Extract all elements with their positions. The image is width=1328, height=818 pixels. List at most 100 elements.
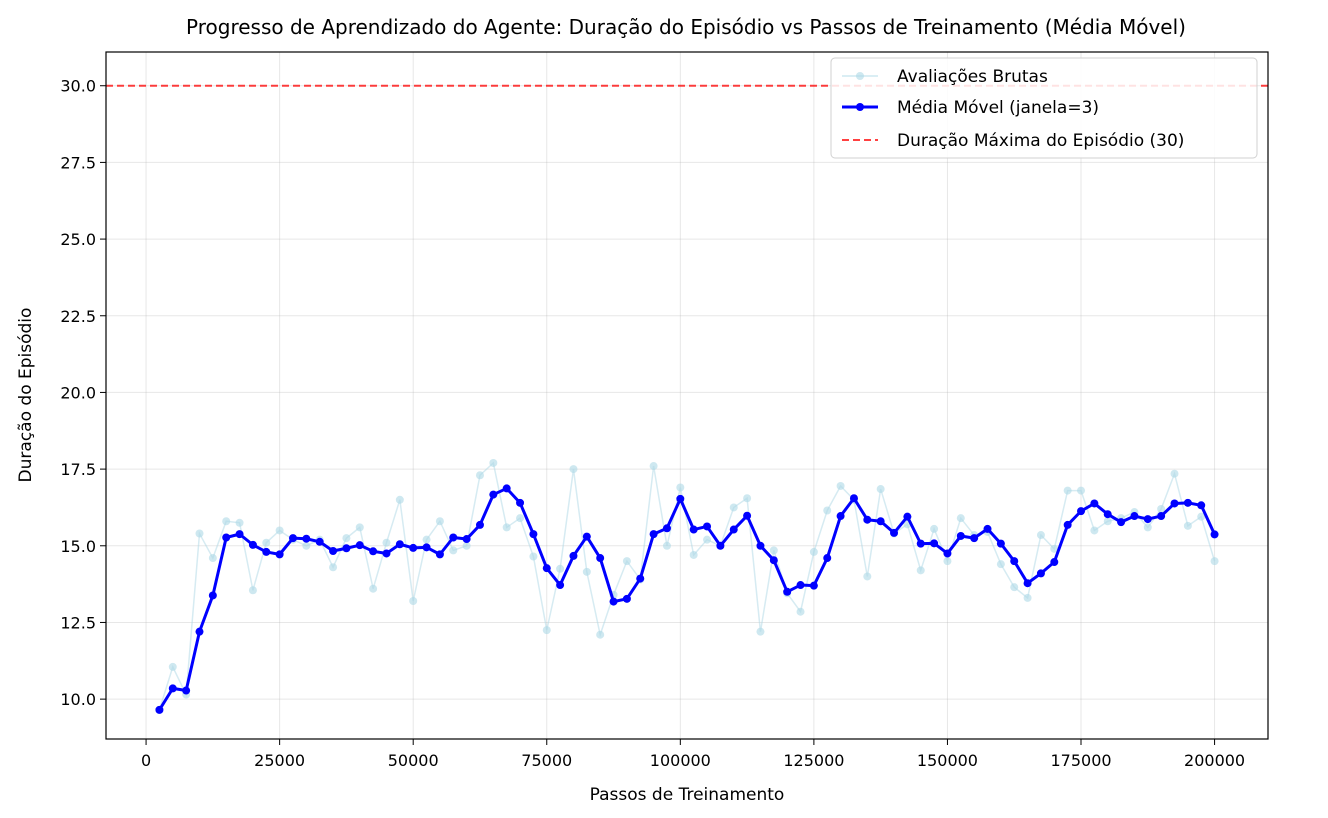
raw-evaluation-point — [382, 538, 391, 547]
moving-average-point — [863, 515, 872, 524]
raw-evaluation-point — [222, 517, 231, 526]
legend-ma-label: Média Móvel (janela=3) — [897, 98, 1099, 118]
raw-evaluation-point — [1077, 486, 1086, 495]
moving-average-point — [462, 535, 471, 544]
raw-evaluation-point — [1023, 593, 1032, 602]
x-tick-label: 175000 — [1050, 751, 1111, 770]
raw-evaluation-point — [275, 526, 284, 535]
moving-average-point — [516, 498, 525, 507]
series-layer — [155, 458, 1219, 714]
raw-evaluation-point — [756, 627, 765, 636]
x-tick-label: 0 — [141, 751, 151, 770]
raw-evaluation-point — [1063, 486, 1072, 495]
moving-average-point — [636, 574, 645, 583]
raw-evaluation-point — [1036, 531, 1045, 540]
x-tick-label: 200000 — [1184, 751, 1245, 770]
moving-average-point — [609, 597, 618, 606]
raw-evaluation-point — [1010, 583, 1019, 592]
y-tick-label: 30.0 — [60, 77, 96, 96]
moving-average-point — [890, 528, 899, 537]
y-axis-label: Duração do Episódio — [16, 308, 36, 483]
moving-average-point — [622, 594, 631, 603]
moving-average-point — [288, 534, 297, 543]
y-tick-label: 10.0 — [60, 690, 96, 709]
raw-evaluation-point — [596, 630, 605, 639]
moving-average-point — [1103, 510, 1112, 519]
raw-evaluation-point — [475, 471, 484, 480]
moving-average-point — [569, 551, 578, 560]
moving-average-point — [876, 517, 885, 526]
moving-average-point — [435, 550, 444, 559]
raw-evaluation-point — [1210, 557, 1219, 566]
moving-average-point — [489, 490, 498, 499]
raw-evaluation-point — [1197, 512, 1206, 521]
legend-box — [830, 57, 1258, 159]
grid — [106, 52, 1268, 739]
moving-average-point — [542, 564, 551, 573]
moving-average-point — [582, 532, 591, 541]
moving-average-point — [756, 541, 765, 550]
raw-evaluation-point — [1090, 526, 1099, 535]
moving-average-point — [1050, 558, 1059, 567]
moving-average-point — [342, 544, 351, 553]
raw-evaluation-point — [836, 481, 845, 490]
moving-average-point — [1197, 501, 1206, 510]
moving-average-point — [1090, 499, 1099, 508]
moving-average-point — [956, 531, 965, 540]
legend-max-label: Duração Máxima do Episódio (30) — [897, 131, 1184, 151]
moving-average-point — [1117, 518, 1126, 527]
moving-average-point — [596, 554, 605, 563]
moving-average-point — [970, 534, 979, 543]
raw-evaluation-point — [516, 514, 525, 523]
moving-average-point — [676, 494, 685, 503]
raw-evaluation-point — [863, 572, 872, 581]
raw-evaluation-point — [235, 518, 244, 527]
y-tick-label: 15.0 — [60, 537, 96, 556]
raw-evaluation-point — [649, 462, 658, 471]
moving-average-point — [1063, 520, 1072, 529]
moving-average-point — [1036, 569, 1045, 578]
raw-evaluations-line — [158, 461, 1216, 711]
moving-average-point — [168, 684, 177, 693]
x-tick-label: 125000 — [783, 751, 844, 770]
raw-evaluation-point — [876, 485, 885, 494]
moving-average-point — [262, 547, 271, 556]
raw-evaluation-point — [168, 662, 177, 671]
y-tick-label: 12.5 — [60, 613, 96, 632]
raw-evaluation-point — [542, 626, 551, 635]
raw-evaluation-point — [422, 535, 431, 544]
raw-evaluation-point — [796, 607, 805, 616]
moving-average-point — [1077, 507, 1086, 516]
legend-ma-marker — [856, 103, 864, 111]
x-axis: 0 25000 50000 75000 100000 125000 150000 175000… — [141, 739, 1245, 770]
y-tick-label: 25.0 — [60, 230, 96, 249]
x-tick-label: 75000 — [521, 751, 572, 770]
chart-title: Progresso de Aprendizado do Agente: Dura… — [186, 15, 1186, 39]
moving-average-point — [729, 525, 738, 534]
raw-evaluation-point — [676, 483, 685, 492]
moving-average-point — [662, 524, 671, 533]
raw-evaluation-point — [943, 557, 952, 566]
raw-evaluation-point — [1143, 523, 1152, 532]
raw-evaluation-point — [996, 560, 1005, 569]
moving-average-point — [849, 494, 858, 503]
raw-evaluation-point — [769, 546, 778, 555]
raw-evaluation-point — [662, 541, 671, 550]
moving-average-point — [649, 530, 658, 539]
moving-average-point — [983, 524, 992, 533]
raw-evaluation-point — [435, 517, 444, 526]
raw-evaluation-point — [329, 563, 338, 572]
y-tick-label: 17.5 — [60, 460, 96, 479]
raw-evaluation-point — [930, 524, 939, 533]
moving-average-point — [1157, 512, 1166, 521]
raw-evaluation-point — [355, 523, 364, 532]
raw-evaluation-point — [342, 534, 351, 543]
y-tick-label: 27.5 — [60, 153, 96, 172]
moving-average-point — [155, 705, 164, 714]
raw-evaluation-point — [502, 523, 511, 532]
raw-evaluation-point — [1170, 469, 1179, 478]
raw-evaluation-point — [582, 567, 591, 576]
moving-average-point — [475, 520, 484, 529]
raw-evaluation-point — [195, 529, 204, 538]
raw-evaluation-point — [703, 535, 712, 544]
